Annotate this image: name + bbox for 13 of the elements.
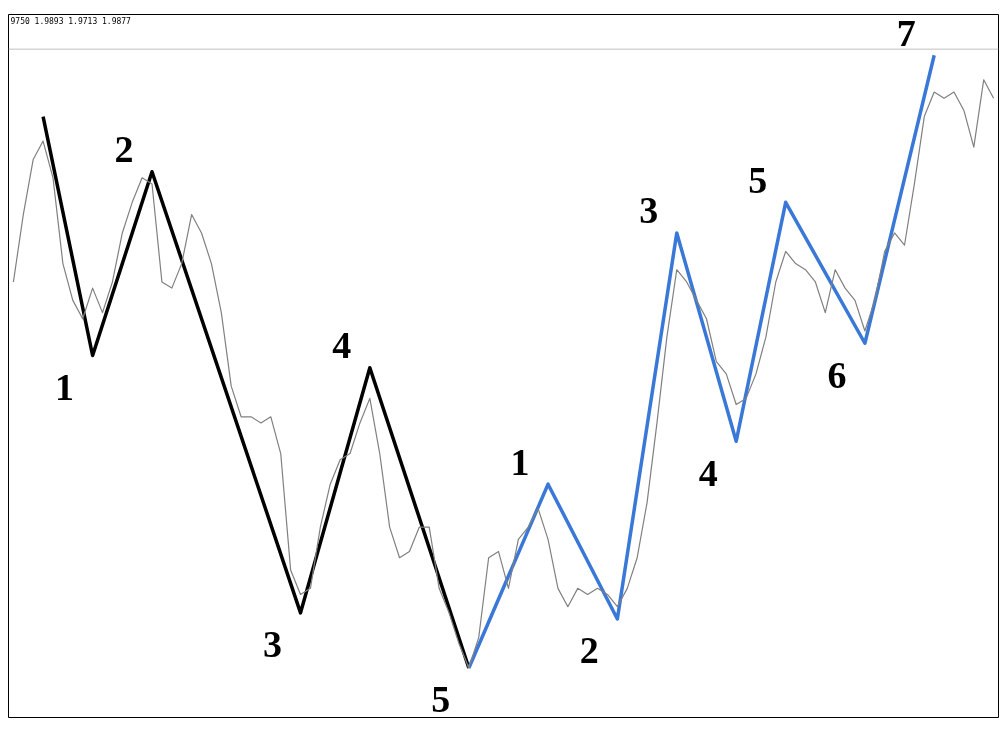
annotation: 1 — [510, 440, 530, 483]
text: 7 — [896, 11, 916, 54]
annotation: 2 — [114, 128, 134, 171]
annotation: 3 — [263, 623, 283, 666]
annotation: 2 — [579, 629, 599, 672]
annotation: 5 — [748, 158, 768, 201]
annotation: 4 — [698, 451, 718, 494]
annotation: 6 — [827, 353, 847, 396]
annotation: 1 — [55, 366, 75, 409]
text: 9750 1.9893 1.9713 1.9877 — [10, 16, 132, 26]
text: 5 — [431, 678, 451, 721]
annotation: 3 — [639, 189, 659, 232]
annotation: 4 — [332, 324, 352, 367]
